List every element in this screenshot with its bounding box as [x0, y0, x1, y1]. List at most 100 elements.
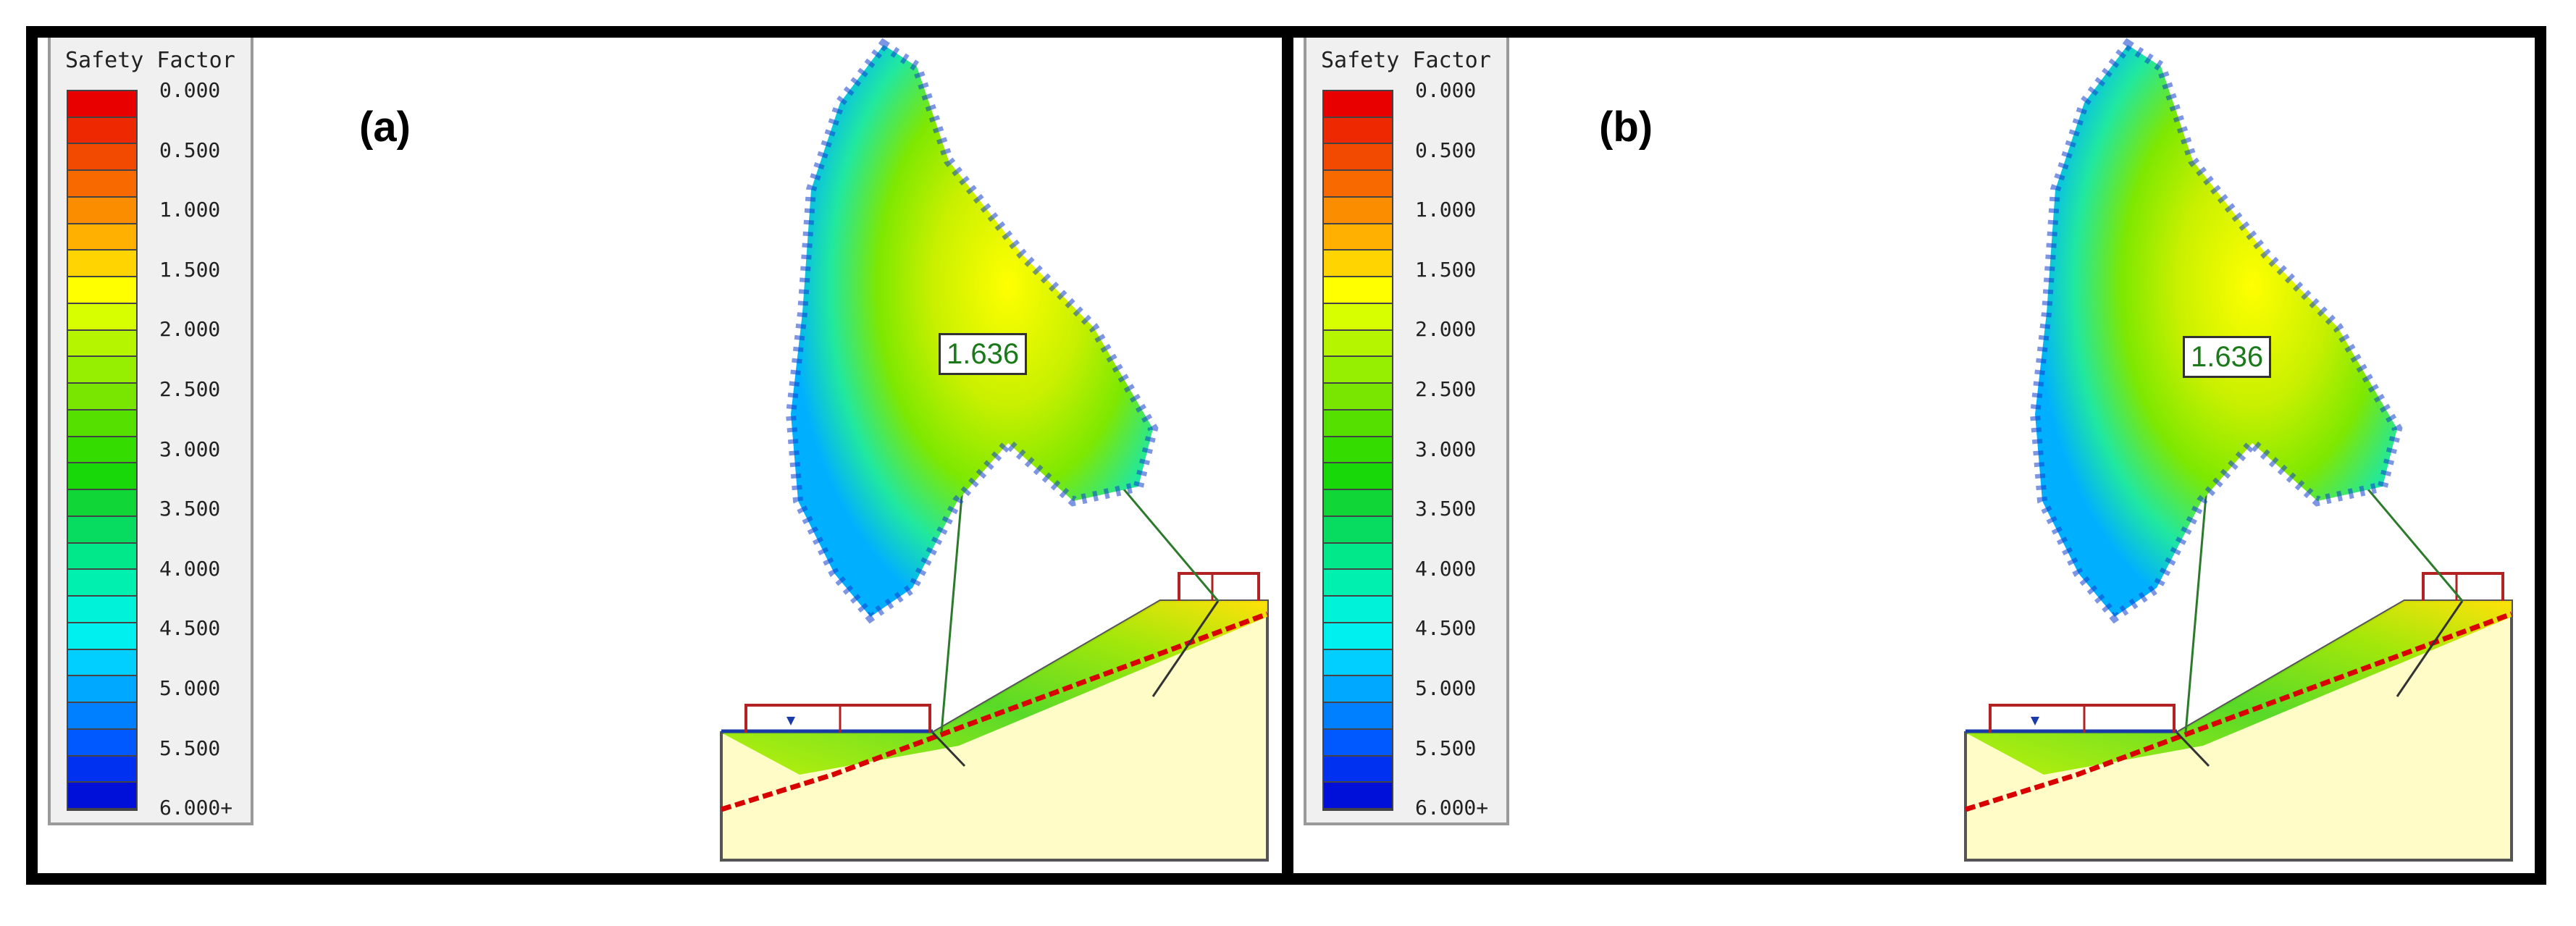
legend-swatch — [1324, 463, 1392, 491]
legend-tick-label: 3.500 — [159, 497, 221, 521]
legend-tick-label: 4.500 — [1415, 616, 1477, 641]
legend-swatch — [1324, 756, 1392, 783]
legend-tick-label: 1.500 — [1415, 257, 1477, 282]
legend-tick-label: 0.000 — [1415, 78, 1477, 102]
legend-tick-label: 5.000 — [1415, 676, 1477, 700]
slope-model-plot — [720, 38, 1269, 862]
legend-swatch — [68, 570, 136, 597]
support-right — [1178, 572, 1260, 601]
legend-tick-label: 4.000 — [1415, 556, 1477, 581]
legend-swatch — [68, 756, 136, 783]
legend-swatch — [1324, 703, 1392, 730]
legend-color-scale — [67, 90, 138, 811]
legend-tick-label: 6.000+ — [1415, 796, 1489, 820]
legend-safety-factor: Safety Factor 0.000 0.500 1.000 1.500 2.000 2… — [48, 38, 253, 825]
legend-swatch — [68, 144, 136, 172]
panel-label: (a) — [359, 104, 411, 151]
legend-tick-label: 2.500 — [159, 377, 221, 401]
legend-tick-label: 5.500 — [1415, 736, 1477, 760]
legend-tick-label: 3.000 — [1415, 437, 1477, 461]
legend-tick-label: 0.500 — [159, 138, 221, 162]
support-left — [1989, 704, 2176, 733]
legend-tick-label: 1.000 — [159, 198, 221, 222]
legend-swatch — [1324, 676, 1392, 704]
slip-line — [2396, 600, 2464, 697]
legend-swatch — [1324, 516, 1392, 544]
legend-swatch — [1324, 490, 1392, 517]
legend-swatch — [1324, 543, 1392, 571]
legend-swatch — [68, 597, 136, 623]
slip-line — [2176, 731, 2210, 767]
legend-tick-label: 0.500 — [1415, 138, 1477, 162]
legend-swatch — [1324, 410, 1392, 437]
legend-swatch — [68, 463, 136, 491]
legend-swatch — [68, 437, 136, 464]
panel-label: (b) — [1599, 104, 1653, 151]
legend-swatch — [1324, 224, 1392, 251]
legend-tick-label: 0.000 — [159, 78, 221, 102]
legend-swatch — [1324, 597, 1392, 623]
water-table-marker — [2031, 717, 2039, 725]
minimum-safety-factor-label: 1.636 — [2183, 336, 2272, 378]
legend-swatch — [68, 543, 136, 571]
legend-color-scale — [1322, 90, 1393, 811]
panel-divider — [1282, 26, 1293, 885]
legend-swatch — [1324, 623, 1392, 650]
failure-zone — [721, 601, 1267, 775]
legend-tick-label: 2.000 — [159, 317, 221, 342]
legend-tick-label: 3.000 — [159, 437, 221, 461]
legend-swatch — [1324, 197, 1392, 224]
legend-swatch — [68, 224, 136, 251]
legend-swatch — [68, 623, 136, 650]
support-left — [744, 704, 931, 733]
legend-swatch — [68, 783, 136, 809]
legend-swatch — [68, 330, 136, 358]
legend-swatch — [68, 251, 136, 278]
support-right — [2422, 572, 2504, 601]
legend-swatch — [1324, 570, 1392, 597]
slip-line — [1151, 600, 1220, 697]
legend-swatch — [68, 117, 136, 145]
slip-line — [931, 731, 966, 767]
legend-swatch — [1324, 171, 1392, 198]
failure-zone — [1965, 601, 2512, 775]
slip-centre-grid — [785, 38, 1159, 624]
legend-swatch — [68, 197, 136, 224]
legend-tick-label: 5.000 — [159, 676, 221, 700]
legend-swatch — [1324, 330, 1392, 358]
legend-swatch — [1324, 144, 1392, 172]
failure-surface — [1964, 611, 2513, 812]
legend-swatch — [68, 516, 136, 544]
legend-swatch — [68, 729, 136, 757]
legend-swatch — [1324, 303, 1392, 331]
legend-swatch — [1324, 91, 1392, 118]
legend-tick-label: 4.500 — [159, 616, 221, 641]
minimum-safety-factor-label: 1.636 — [939, 333, 1028, 375]
legend-title: Safety Factor — [1321, 48, 1491, 73]
panel-b: Safety Factor 0.000 0.500 1.000 1.500 2.000 2… — [1293, 38, 2535, 873]
water-table-marker — [786, 717, 795, 725]
legend-swatch — [1324, 251, 1392, 278]
legend-tick-label: 2.500 — [1415, 377, 1477, 401]
legend-swatch — [68, 384, 136, 411]
legend-tick-label: 1.500 — [159, 257, 221, 282]
legend-swatch — [1324, 783, 1392, 809]
legend-tick-label: 4.000 — [159, 556, 221, 581]
legend-tick-label: 2.000 — [1415, 317, 1477, 342]
slip-centre-grid — [2029, 38, 2403, 624]
legend-swatch — [68, 410, 136, 437]
legend-swatch — [68, 703, 136, 730]
legend-swatch — [68, 171, 136, 198]
legend-title: Safety Factor — [65, 48, 235, 73]
legend-swatch — [1324, 277, 1392, 304]
legend-swatch — [1324, 384, 1392, 411]
legend-tick-label: 1.000 — [1415, 198, 1477, 222]
legend-swatch — [68, 676, 136, 704]
legend-swatch — [68, 649, 136, 677]
legend-swatch — [68, 303, 136, 331]
legend-swatch — [1324, 729, 1392, 757]
legend-tick-label: 5.500 — [159, 736, 221, 760]
slope-model-plot — [1964, 38, 2513, 862]
legend-swatch — [1324, 437, 1392, 464]
failure-surface — [720, 611, 1269, 812]
